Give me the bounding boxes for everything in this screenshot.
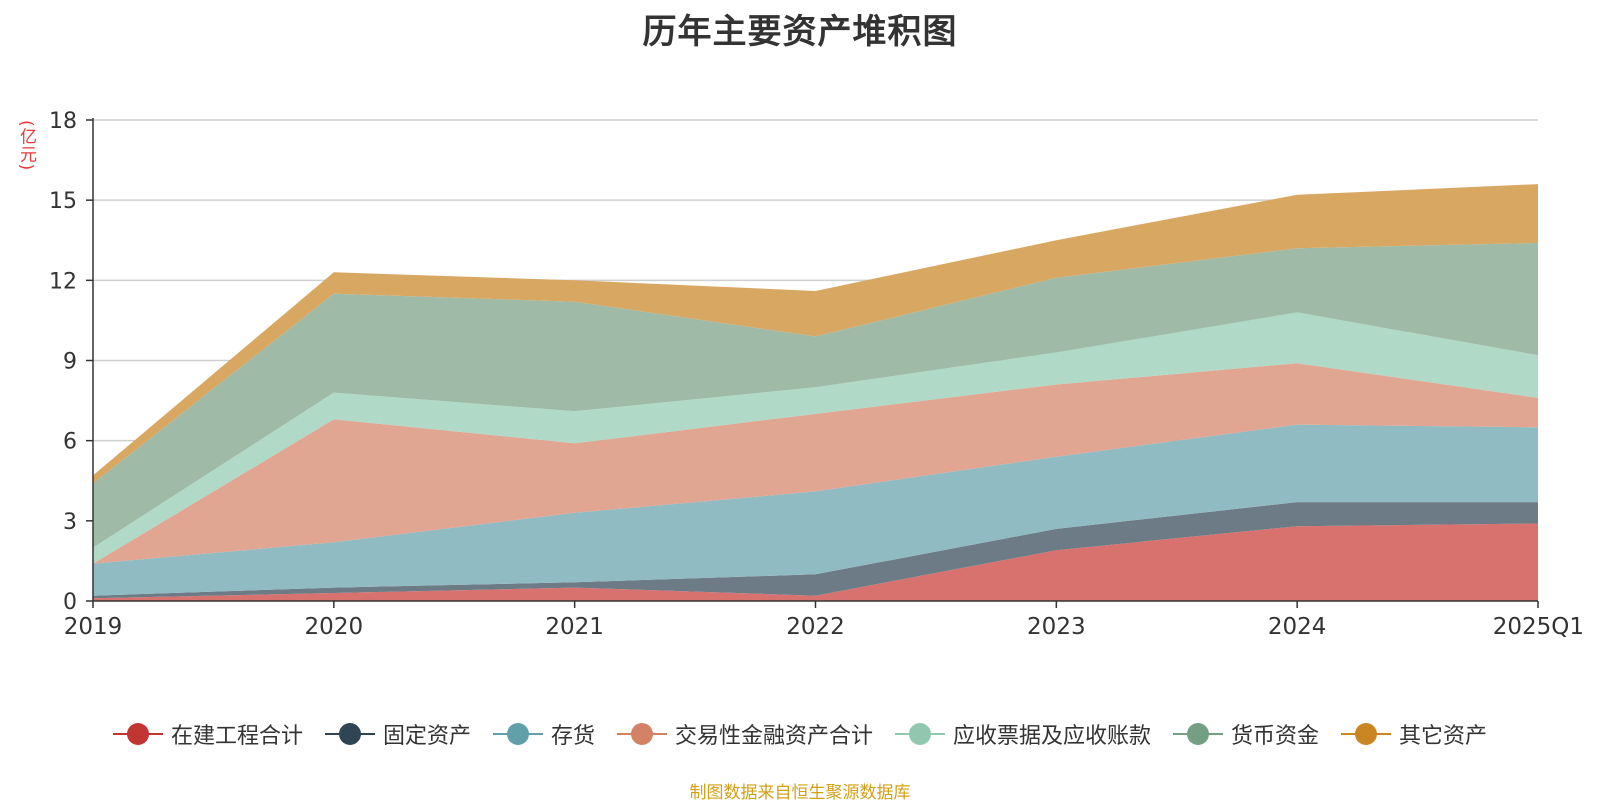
x-tick-label: 2025Q1 — [1493, 614, 1584, 640]
legend-item[interactable]: 货币资金 — [1173, 718, 1319, 750]
legend-label: 应收票据及应收账款 — [953, 718, 1151, 750]
x-tick-label: 2022 — [786, 614, 845, 640]
legend-marker-icon — [1173, 721, 1223, 747]
x-tick-label: 2021 — [545, 614, 604, 640]
legend-label: 存货 — [551, 718, 595, 750]
y-tick-label: 15 — [49, 189, 77, 214]
x-tick-label: 2020 — [305, 614, 364, 640]
x-tick-label: 2024 — [1268, 614, 1327, 640]
legend-item[interactable]: 应收票据及应收账款 — [895, 718, 1151, 750]
legend-item[interactable]: 存货 — [493, 718, 595, 750]
legend-label: 其它资产 — [1399, 718, 1487, 750]
legend-item[interactable]: 固定资产 — [325, 718, 471, 750]
data-source-note: 制图数据来自恒生聚源数据库 — [0, 778, 1600, 803]
chart-legend: 在建工程合计 固定资产 存货 交易性金融资产合计 应收票据及应收账款 货币资金 其它资产 — [0, 718, 1600, 750]
legend-marker-icon — [617, 721, 667, 747]
y-tick-label: 9 — [63, 350, 77, 375]
x-tick-label: 2019 — [64, 614, 123, 640]
legend-label: 固定资产 — [383, 718, 471, 750]
legend-marker-icon — [1341, 721, 1391, 747]
legend-marker-icon — [895, 721, 945, 747]
legend-item[interactable]: 在建工程合计 — [113, 718, 303, 750]
legend-marker-icon — [325, 721, 375, 747]
legend-label: 货币资金 — [1231, 718, 1319, 750]
y-tick-label: 0 — [63, 590, 77, 615]
y-tick-label: 12 — [49, 269, 77, 294]
y-tick-label: 18 — [49, 109, 77, 134]
legend-marker-icon — [493, 721, 543, 747]
x-tick-label: 2023 — [1027, 614, 1086, 640]
y-tick-label: 3 — [63, 510, 77, 535]
y-tick-label: 6 — [63, 430, 77, 455]
legend-item[interactable]: 交易性金融资产合计 — [617, 718, 873, 750]
legend-item[interactable]: 其它资产 — [1341, 718, 1487, 750]
legend-label: 在建工程合计 — [171, 718, 303, 750]
legend-label: 交易性金融资产合计 — [675, 718, 873, 750]
legend-marker-icon — [113, 721, 163, 747]
